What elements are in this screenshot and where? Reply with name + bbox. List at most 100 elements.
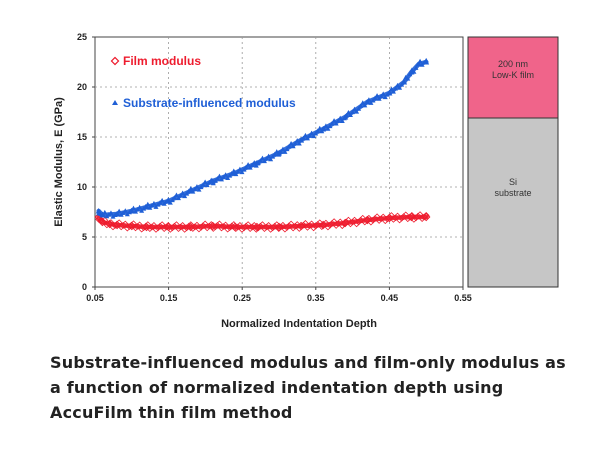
data-point xyxy=(108,210,114,215)
data-point xyxy=(196,187,202,192)
legend-label: Substrate-influenced modulus xyxy=(123,96,296,110)
y-tick-label: 25 xyxy=(77,32,87,42)
data-point xyxy=(247,165,253,170)
data-point xyxy=(304,223,311,231)
data-point xyxy=(366,97,372,102)
data-point xyxy=(251,160,257,165)
data-point xyxy=(194,184,200,189)
data-point xyxy=(173,192,179,198)
data-point xyxy=(406,213,414,221)
data-point xyxy=(307,133,313,138)
data-point xyxy=(232,225,240,232)
data-point xyxy=(295,225,303,232)
data-point xyxy=(237,166,243,172)
data-point xyxy=(176,195,182,201)
data-point xyxy=(375,217,383,224)
data-point xyxy=(227,173,233,178)
data-point xyxy=(392,85,398,91)
data-point xyxy=(268,156,274,162)
data-point xyxy=(261,158,267,164)
data-point xyxy=(304,135,310,141)
data-point xyxy=(323,123,329,128)
data-point xyxy=(145,201,151,207)
data-point xyxy=(255,160,261,166)
data-point xyxy=(388,86,394,92)
data-point xyxy=(137,204,143,210)
data-point xyxy=(294,138,300,143)
data-point xyxy=(117,223,125,231)
figure: 0.05 0.15 0.25 0.35 0.45 0.55 0 5 10 15 20 25 Normal… xyxy=(53,32,559,330)
data-point xyxy=(190,189,196,194)
data-point xyxy=(261,225,268,232)
data-point xyxy=(354,109,360,114)
data-point xyxy=(332,222,340,229)
data-point xyxy=(325,126,331,131)
data-point xyxy=(221,174,227,180)
data-point xyxy=(168,224,176,232)
data-point xyxy=(417,58,423,64)
data-point xyxy=(314,221,322,228)
data-point xyxy=(123,224,131,232)
data-point xyxy=(380,91,386,96)
data-point xyxy=(275,225,283,232)
data-point xyxy=(384,92,390,97)
data-point xyxy=(302,132,308,138)
data-point xyxy=(280,146,286,152)
data-point xyxy=(312,222,320,230)
data-point xyxy=(119,222,127,229)
data-point xyxy=(410,216,418,223)
data-point xyxy=(138,225,146,233)
data-point xyxy=(181,226,189,233)
data-point xyxy=(185,222,193,230)
data-point xyxy=(386,89,392,95)
data-point xyxy=(195,225,203,233)
data-point xyxy=(238,226,246,233)
x-axis-label: Normalized Indentation Depth xyxy=(221,318,377,330)
data-point xyxy=(219,176,224,182)
x-tick-label: 0.45 xyxy=(381,293,399,303)
data-point xyxy=(220,223,227,230)
data-point xyxy=(411,69,417,74)
data-point xyxy=(299,221,307,229)
data-point xyxy=(180,190,186,196)
data-point xyxy=(420,213,428,221)
legend-marker-film xyxy=(110,56,120,66)
data-point xyxy=(186,188,192,194)
data-point xyxy=(102,209,108,215)
data-point xyxy=(175,225,182,232)
data-point xyxy=(288,140,294,146)
data-point xyxy=(159,197,165,203)
data-point xyxy=(178,193,184,198)
data-point xyxy=(352,106,358,112)
data-point xyxy=(233,171,239,177)
data-point xyxy=(200,182,206,187)
data-point xyxy=(204,182,210,188)
data-point xyxy=(378,93,384,99)
data-point xyxy=(122,208,128,213)
data-point xyxy=(337,115,343,121)
data-point xyxy=(182,193,188,199)
data-point xyxy=(415,61,421,67)
data-point xyxy=(130,205,136,211)
data-point xyxy=(400,213,408,220)
data-point xyxy=(277,223,285,231)
data-point xyxy=(134,222,141,230)
data-point xyxy=(264,156,270,161)
data-point xyxy=(216,173,222,179)
data-point xyxy=(313,131,319,136)
data-point xyxy=(397,85,403,90)
data-point xyxy=(292,140,298,146)
data-point xyxy=(198,184,204,190)
data-point xyxy=(272,151,278,157)
data-point xyxy=(281,225,289,233)
data-point xyxy=(401,79,407,84)
data-point xyxy=(231,168,237,173)
y-tick-label: 0 xyxy=(82,282,87,292)
data-point xyxy=(166,226,174,233)
data-point xyxy=(326,221,334,229)
data-point xyxy=(199,222,207,230)
data-point xyxy=(395,82,401,88)
data-point xyxy=(209,225,217,232)
data-point xyxy=(340,220,348,228)
data-point xyxy=(418,215,426,222)
